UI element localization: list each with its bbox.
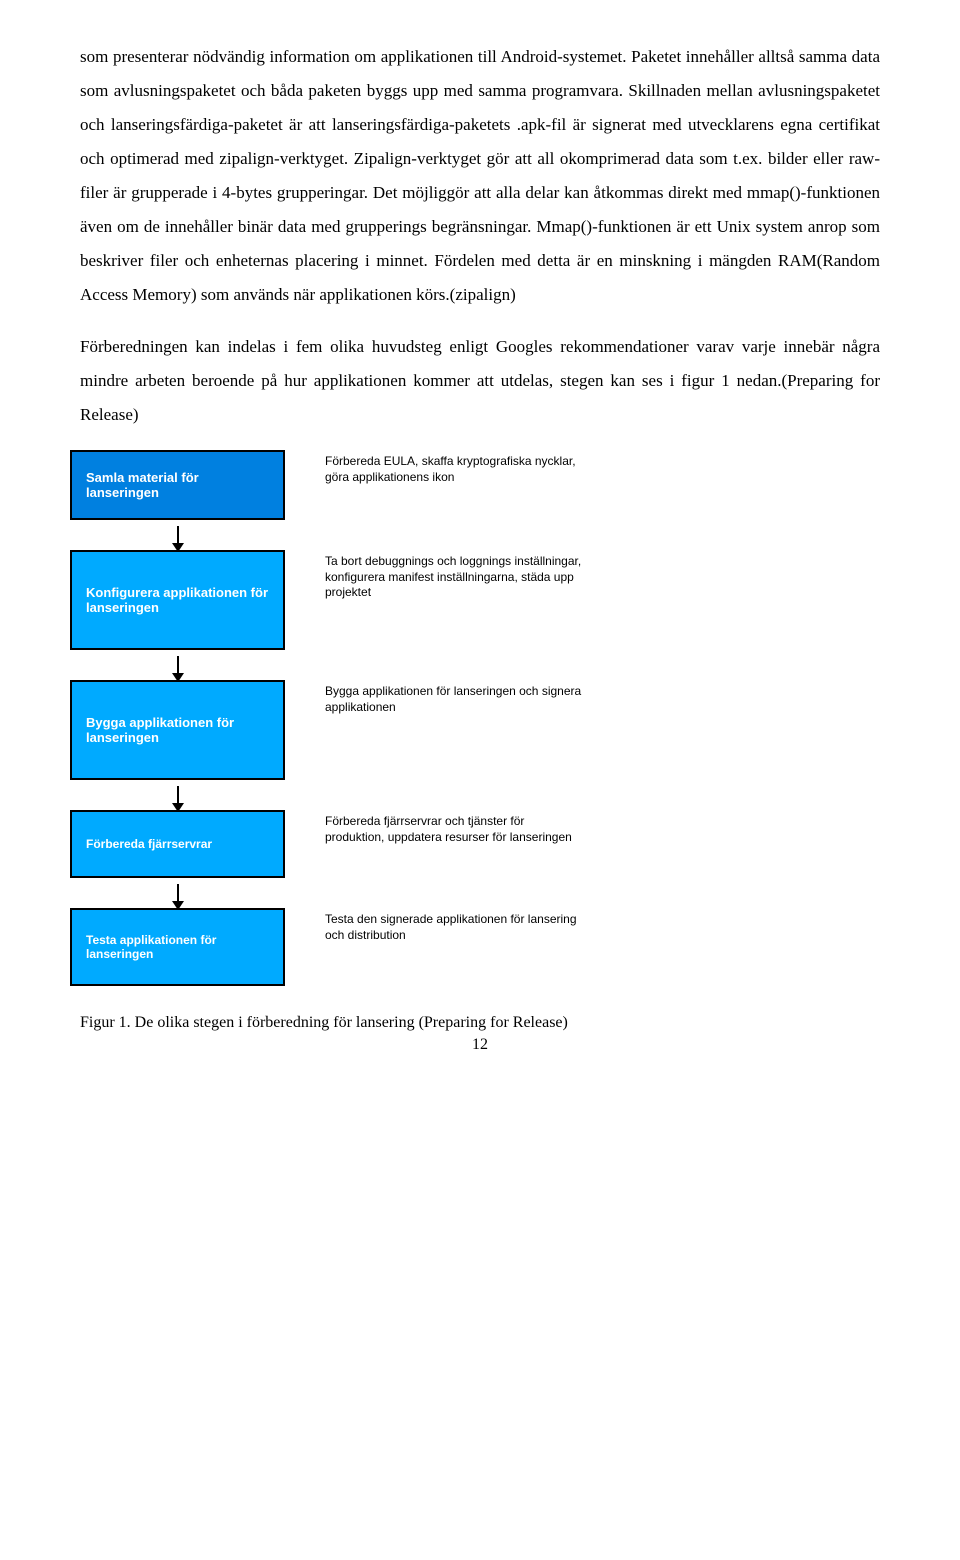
flow-arrow xyxy=(70,780,285,810)
flow-box: Bygga applikationen för lanseringen xyxy=(70,680,285,780)
paragraph-1: som presenterar nödvändig information om… xyxy=(80,40,880,312)
flow-description: Ta bort debuggnings och loggnings instäl… xyxy=(285,550,585,601)
flowchart-figure: Samla material för lanseringenFörbereda … xyxy=(70,450,880,986)
flow-description: Testa den signerade applikationen för la… xyxy=(285,908,585,943)
flow-step: Bygga applikationen för lanseringenBygga… xyxy=(70,680,880,780)
flow-box: Konfigurera applikationen för lanseringe… xyxy=(70,550,285,650)
flow-box: Förbereda fjärr­servrar xyxy=(70,810,285,878)
flow-step: Testa applikationen för lanseringenTesta… xyxy=(70,908,880,986)
flow-arrow xyxy=(70,878,285,908)
flow-arrow xyxy=(70,650,285,680)
flow-step: Samla material för lanseringenFörbereda … xyxy=(70,450,880,520)
paragraph-2: Förberedningen kan indelas i fem olika h… xyxy=(80,330,880,432)
figure-caption: Figur 1. De olika stegen i förberedning … xyxy=(80,1014,880,1032)
flow-description: Förbereda fjärrservrar och tjänster för … xyxy=(285,810,585,845)
flow-step: Konfigurera applikationen för lanseringe… xyxy=(70,550,880,650)
page: som presenterar nödvändig information om… xyxy=(0,0,960,1074)
flow-arrow xyxy=(70,520,285,550)
flow-description: Förbereda EULA, skaffa kryptografiska ny… xyxy=(285,450,585,485)
flow-description: Bygga applikationen för lanseringen och … xyxy=(285,680,585,715)
flow-box: Testa applikationen för lanseringen xyxy=(70,908,285,986)
page-number: 12 xyxy=(80,1036,880,1054)
flow-box: Samla material för lanseringen xyxy=(70,450,285,520)
flow-step: Förbereda fjärr­servrarFörbereda fjärrse… xyxy=(70,810,880,878)
